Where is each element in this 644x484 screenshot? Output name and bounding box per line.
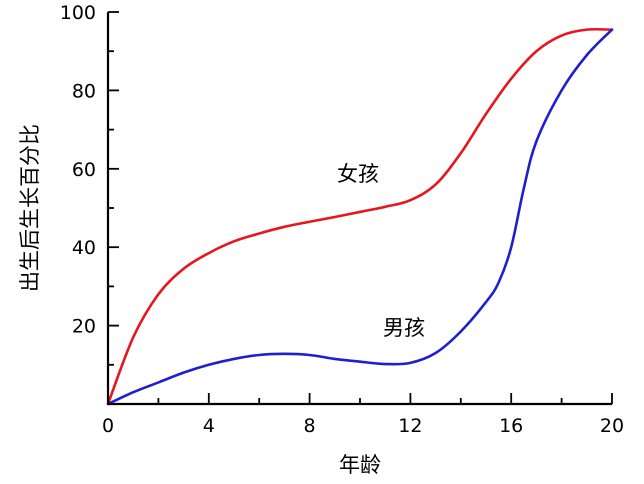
series-line-boys <box>106 28 614 406</box>
x-tick-label: 16 <box>499 415 523 437</box>
x-tick-label: 12 <box>398 415 422 437</box>
series-line-girls <box>106 27 614 406</box>
y-tick-label: 20 <box>72 316 96 338</box>
x-tick-label: 8 <box>304 415 316 437</box>
x-tick-label: 0 <box>102 415 114 437</box>
tick-labels-layer: 0 4 8 12 16 20 20 40 60 80 100 <box>60 2 624 437</box>
series-label-girls: 女孩 <box>337 162 379 186</box>
y-tick-label: 80 <box>72 80 96 102</box>
series-label-boys: 男孩 <box>383 316 425 340</box>
ticks-layer <box>107 11 613 404</box>
series-layer <box>106 27 614 406</box>
x-tick-label: 20 <box>600 415 624 437</box>
x-axis-title: 年龄 <box>339 453 381 477</box>
y-tick-label: 40 <box>72 237 96 259</box>
y-tick-label: 60 <box>72 159 96 181</box>
y-tick-label: 100 <box>60 2 96 24</box>
axes-layer <box>106 12 612 406</box>
y-axis-title: 出生后生长百分比 <box>18 124 42 292</box>
x-tick-label: 4 <box>203 415 215 437</box>
